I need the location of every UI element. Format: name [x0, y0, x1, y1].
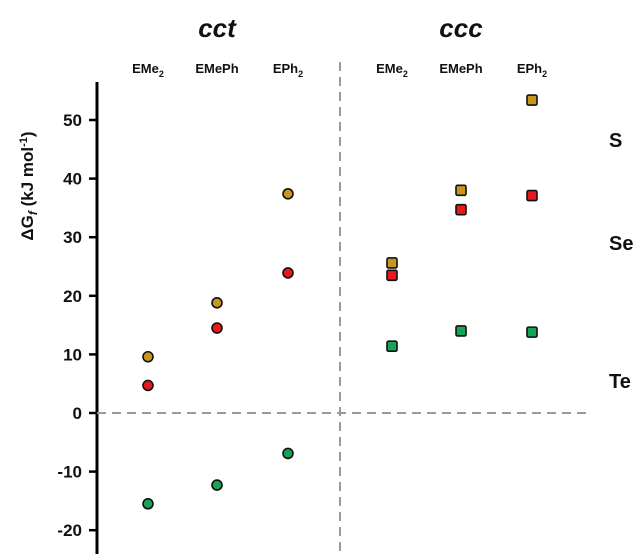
point-se-ccc-1 [386, 269, 398, 282]
group-titles: cct ccc [198, 13, 483, 43]
point-s-ccc-3 [526, 94, 538, 106]
y-axis-label: ΔGf (kJ mol-1) [18, 131, 40, 240]
point-s-cct-1 [142, 350, 154, 363]
point-te-ccc-1 [386, 340, 398, 352]
point-se-ccc-3 [526, 189, 538, 202]
point-te-cct-1 [142, 498, 154, 510]
y-tick-label: -10 [57, 463, 82, 482]
y-tick-label: 30 [63, 228, 82, 247]
category-label: EPh2 [517, 61, 547, 79]
point-se-cct-2 [211, 322, 223, 334]
point-se-ccc-2 [455, 203, 467, 216]
data-points [142, 94, 538, 510]
category-label: EMe2 [132, 61, 164, 79]
point-te-cct-3 [282, 447, 294, 460]
group-title-cct: cct [198, 13, 237, 43]
category-label: EMe2 [376, 61, 408, 79]
series-label-te: Te [609, 371, 631, 393]
y-tick-label: -20 [57, 521, 82, 540]
point-te-ccc-3 [526, 326, 538, 338]
series-label-se: Se [609, 233, 633, 255]
y-tick-label: 20 [63, 287, 82, 306]
axes: -20 -10 0 10 20 30 40 50 ΔGf (kJ mol-1) [18, 62, 592, 554]
point-te-cct-2 [211, 479, 223, 491]
y-tick-label: 50 [63, 111, 82, 130]
category-label: EMePh [195, 61, 238, 76]
point-s-cct-2 [211, 297, 223, 309]
category-label: EPh2 [273, 61, 303, 79]
category-label: EMePh [439, 61, 482, 76]
group-title-ccc: ccc [439, 13, 483, 43]
y-tick-label: 40 [63, 170, 82, 189]
series-labels: S Se Te [609, 130, 633, 393]
point-te-ccc-2 [455, 325, 467, 337]
point-se-cct-3 [282, 267, 294, 279]
series-label-s: S [609, 130, 622, 152]
point-s-cct-3 [282, 188, 294, 200]
category-labels: EMe2 EMePh EPh2 EMe2 EMePh EPh2 [132, 61, 547, 79]
point-se-cct-1 [142, 379, 154, 392]
y-tick-label: 0 [73, 404, 82, 423]
point-s-ccc-2 [455, 184, 467, 197]
y-tick-label: 10 [63, 345, 82, 364]
point-s-ccc-1 [386, 257, 398, 269]
